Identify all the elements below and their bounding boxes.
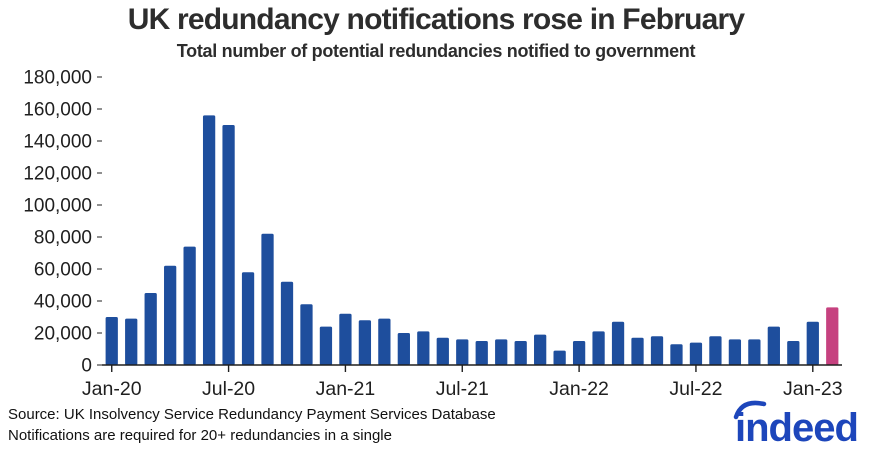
bar-Feb-20: [125, 318, 138, 365]
x-tick-label: Jul-22: [669, 378, 722, 400]
bar-Mar-21: [378, 318, 391, 365]
bar-May-20: [183, 246, 196, 365]
bar-Sep-21: [495, 339, 508, 365]
bar-Oct-20: [280, 281, 294, 365]
chart-title: UK redundancy notifications rose in Febr…: [127, 3, 745, 36]
bar-May-21: [417, 331, 430, 365]
bar-May-22: [650, 336, 664, 365]
y-tick-label: 120,000: [23, 164, 92, 185]
y-tick-label: 160,000: [23, 100, 92, 121]
bar-Jan-23: [806, 321, 819, 365]
source-line-1: Source: UK Insolvency Service Redundancy…: [8, 406, 496, 423]
bar-Sep-22: [728, 339, 742, 365]
bar-Dec-21: [553, 350, 566, 365]
bar-Dec-20: [319, 326, 333, 365]
x-tick-label: Jan-22: [549, 378, 609, 400]
x-tick-label: Jul-20: [202, 378, 255, 400]
bar-Apr-21: [397, 333, 410, 365]
bar-Nov-22: [767, 326, 780, 365]
redundancy-bar-chart: 0 20,000 40,000 60,000 80,000 100,000 120,000 1…: [23, 68, 843, 401]
source-note: Source: UK Insolvency Service Redundancy…: [8, 404, 496, 446]
bar-Jan-20: [105, 317, 118, 365]
bar-Jul-22: [689, 342, 703, 365]
x-tick-label: Jan-20: [82, 378, 142, 400]
bar-Aug-21: [475, 341, 488, 365]
bar-Feb-23: [826, 307, 839, 365]
bar-Mar-22: [611, 321, 625, 365]
bar-Aug-22: [709, 336, 722, 365]
bar-Jun-20: [202, 115, 216, 366]
bar-Feb-22: [592, 331, 605, 365]
y-tick-label: 180,000: [23, 68, 92, 89]
bar-Dec-22: [787, 341, 800, 365]
indeed-logo-swoosh-icon: [733, 400, 767, 420]
x-tick-label: Jan-21: [316, 378, 376, 400]
bar-Nov-21: [534, 334, 547, 365]
x-tick-label: Jul-21: [436, 378, 489, 400]
bar-Oct-21: [514, 341, 527, 365]
bar-Nov-20: [300, 304, 313, 365]
y-tick-label: 20,000: [34, 324, 92, 345]
x-tick-label: Jan-23: [783, 378, 843, 400]
bar-Feb-21: [358, 320, 372, 365]
chart-subtitle: Total number of potential redundancies n…: [176, 41, 696, 61]
bar-Jun-21: [436, 337, 449, 365]
bar-Jan-22: [572, 341, 586, 365]
bar-Jun-22: [670, 344, 683, 365]
bar-Jan-21: [339, 313, 352, 365]
bar-Jul-20: [222, 125, 235, 365]
y-tick-label: 0: [81, 356, 92, 377]
y-tick-label: 60,000: [34, 260, 92, 281]
bar-Jul-21: [456, 339, 469, 365]
y-tick-label: 100,000: [23, 196, 92, 217]
bar-Aug-20: [241, 272, 255, 365]
bar-Sep-20: [261, 233, 274, 365]
indeed-logo-text: indeed: [735, 406, 858, 447]
source-line-2: Notifications are required for 20+ redun…: [8, 427, 392, 444]
bar-Apr-22: [631, 337, 644, 365]
y-tick-label: 40,000: [34, 292, 92, 313]
bar-Mar-20: [144, 293, 157, 365]
bar-Oct-22: [748, 339, 761, 365]
y-tick-label: 140,000: [23, 132, 92, 153]
y-tick-label: 80,000: [34, 228, 92, 249]
indeed-logo: indeed: [733, 400, 859, 447]
bar-Apr-20: [164, 265, 177, 365]
